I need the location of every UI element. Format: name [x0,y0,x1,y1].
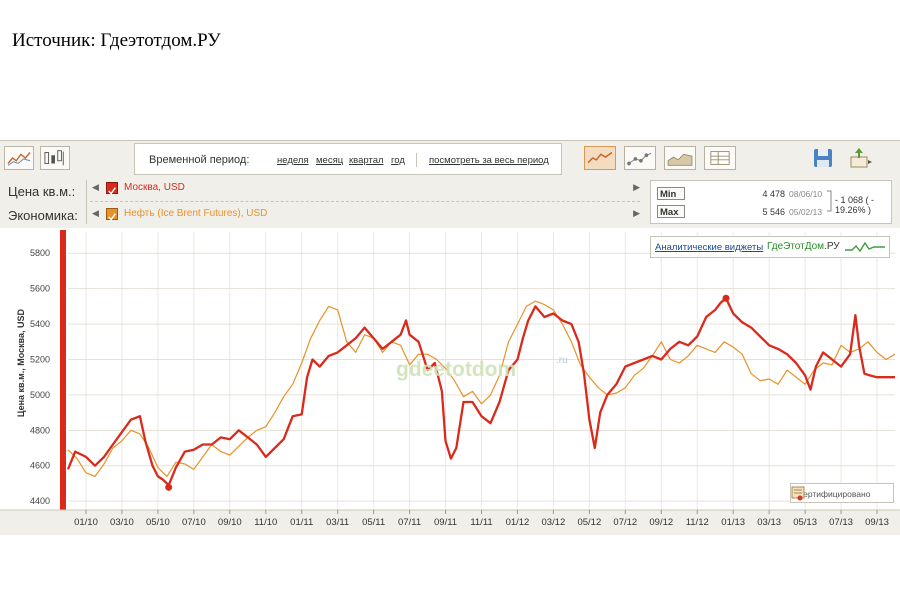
max-value: 5 546 [762,207,785,217]
x-tick-label: 07/12 [613,517,637,528]
min-tag: Min [657,187,685,200]
series-moscow-label: Москва, USD [124,182,185,193]
y-tick-label: 5600 [30,284,50,294]
period-divider [416,153,417,167]
scatter-chart-icon[interactable] [624,146,656,170]
series-line-moscow [66,297,895,487]
left-range-bar [60,230,66,512]
certificate-icon [791,486,805,501]
min-date: 08/06/10 [789,189,823,199]
toolbar: Временной период: неделя месяц квартал г… [0,140,900,178]
period-selector: Временной период: неделя месяц квартал г… [134,143,562,175]
certified-label: Сертифицировано [797,489,871,499]
legend-separator [86,180,87,224]
x-tick-label: 03/10 [110,517,134,528]
x-tick-label: 07/11 [398,517,421,528]
watermark-ru: .ru [556,355,568,366]
x-tick-label: 11/11 [470,517,492,528]
x-tick-label: 05/12 [577,517,601,528]
y-tick-label: 4600 [30,461,50,471]
x-tick-label: 07/10 [182,517,206,528]
analytic-widgets-link[interactable]: Аналитические виджеты [655,242,764,253]
x-tick-label: 01/11 [290,517,313,528]
x-tick-label: 03/13 [757,517,781,528]
prev-arrow-icon[interactable]: ◀ [92,208,99,218]
plot-background [0,228,900,535]
x-tick-label: 05/10 [146,517,170,528]
y-axis-label: Цена кв.м., Москва, USD [16,308,26,418]
y-tick-label: 5800 [30,248,50,258]
period-label: Временной период: [149,154,250,166]
series-oil-label: Нефть (Ice Brent Futures), USD [124,208,268,219]
series-line-oil [67,300,896,477]
x-tick-label: 05/11 [362,517,385,528]
price-row-label: Цена кв.м.: [8,184,76,199]
period-quarter-link[interactable]: квартал [349,155,384,166]
x-tick-label: 11/10 [254,517,277,528]
x-tick-label: 03/12 [542,517,566,528]
min-max-panel: Min 4 478 08/06/10 Max 5 546 05/02/13 - … [650,180,892,224]
x-tick-label: 09/12 [649,517,673,528]
x-tick-label: 03/11 [326,517,349,528]
legend-dashline [90,201,640,202]
line-chart-icon[interactable] [584,146,616,170]
export-icon[interactable] [846,146,876,170]
x-tick-label: 07/13 [829,517,853,528]
x-tick-label: 01/13 [721,517,745,528]
diff-value: - 1 068 ( - 19.26% ) [835,195,875,215]
next-arrow-icon[interactable]: ▶ [633,182,640,192]
chart-svg: 4400 4600 4800 5000 5200 5400 5600 5800 01/10 03/… [0,228,900,535]
table-view-icon[interactable] [704,146,736,170]
area-chart-icon[interactable] [664,146,696,170]
max-date: 05/02/13 [789,207,823,217]
legend-area: Цена кв.м.: Экономика: ◀ Москва, USD ▶ ◀… [0,176,900,229]
brand-logo: ГдеЭтотДом.РУ [767,241,840,252]
compare-chart-icon[interactable] [4,146,34,170]
minmax-brace [827,190,832,212]
y-tick-label: 5400 [30,319,50,329]
y-tick-label: 5000 [30,390,50,400]
max-marker [722,294,730,302]
plot-area: 4400 4600 4800 5000 5200 5400 5600 5800 01/10 03/… [0,228,900,535]
y-tick-label: 5200 [30,354,50,364]
certified-badge: Сертифицировано [790,483,894,503]
x-tick-label: 01/12 [506,517,530,528]
chart-widget: Временной период: неделя месяц квартал г… [0,140,900,535]
analytic-widgets-box: Аналитические виджеты ГдеЭтотДом.РУ [650,236,890,258]
next-arrow-icon[interactable]: ▶ [633,208,640,218]
x-tick-label: 05/13 [793,517,817,528]
period-year-link[interactable]: год [391,155,405,166]
economy-row-label: Экономика: [8,208,78,223]
sparkline-icon [845,241,885,253]
watermark: gdeetotdom [396,358,517,381]
source-caption: Источник: Гдеэтотдом.РУ [12,30,221,51]
max-tag: Max [657,205,685,218]
checkbox-moscow[interactable] [106,182,118,195]
x-axis-band [0,510,900,535]
x-tick-label: 11/12 [686,517,709,528]
candle-chart-icon[interactable] [40,146,70,170]
period-all-link[interactable]: посмотреть за весь период [429,155,549,166]
y-tick-label: 4400 [30,496,50,506]
period-week-link[interactable]: неделя [277,155,309,166]
save-icon[interactable] [808,146,838,170]
x-tick-label: 09/10 [218,517,242,528]
checkbox-oil[interactable] [106,208,118,221]
x-tick-label: 09/13 [865,517,889,528]
min-marker [165,483,173,491]
min-value: 4 478 [762,189,785,199]
x-tick-label: 09/11 [434,517,457,528]
prev-arrow-icon[interactable]: ◀ [92,182,99,192]
period-month-link[interactable]: месяц [316,155,344,166]
series-row-moscow: ◀ Москва, USD ▶ [92,178,640,200]
x-tick-label: 01/10 [74,517,98,528]
series-row-oil: ◀ Нефть (Ice Brent Futures), USD ▶ [92,204,640,226]
y-tick-label: 4800 [30,425,50,435]
